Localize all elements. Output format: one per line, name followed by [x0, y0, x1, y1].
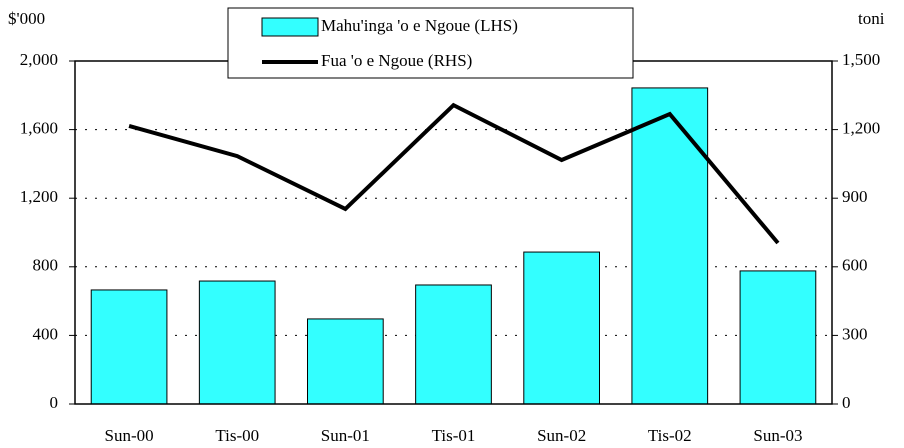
legend-swatch: [261, 17, 319, 37]
y2-axis-label: toni: [858, 9, 885, 28]
y2-tick-label: 1,500: [842, 50, 880, 69]
y-tick-label: 0: [50, 393, 59, 412]
line: [128, 102, 780, 245]
legend-label: Mahu'inga 'o e Ngoue (LHS): [321, 16, 518, 35]
y2-tick-label: 300: [842, 324, 868, 343]
x-tick-label: Sun-01: [321, 426, 370, 445]
bar: [523, 251, 600, 405]
y2-tick-label: 900: [842, 187, 868, 206]
bar: [90, 289, 168, 405]
y-tick-label: 800: [33, 256, 59, 275]
bar: [307, 318, 384, 405]
y-tick-label: 400: [33, 324, 59, 343]
x-tick-label: Sun-02: [537, 426, 586, 445]
x-tick-label: Sun-03: [753, 426, 802, 445]
bar: [739, 270, 817, 405]
y-tick-label: 1,200: [20, 187, 58, 206]
legend-label: Fua 'o e Ngoue (RHS): [321, 51, 472, 70]
y-tick-label: 1,600: [20, 119, 58, 138]
x-tick-label: Tis-00: [215, 426, 259, 445]
y2-tick-label: 1,200: [842, 119, 880, 138]
x-tick-label: Sun-00: [105, 426, 154, 445]
bar: [415, 284, 492, 405]
x-tick-label: Tis-02: [648, 426, 692, 445]
y2-tick-label: 0: [842, 393, 851, 412]
y-axis-label: $'000: [8, 9, 45, 28]
bar: [631, 87, 709, 405]
y2-tick-label: 600: [842, 256, 868, 275]
x-tick-label: Tis-01: [432, 426, 476, 445]
y-tick-label: 2,000: [20, 50, 58, 69]
bar: [198, 280, 276, 405]
